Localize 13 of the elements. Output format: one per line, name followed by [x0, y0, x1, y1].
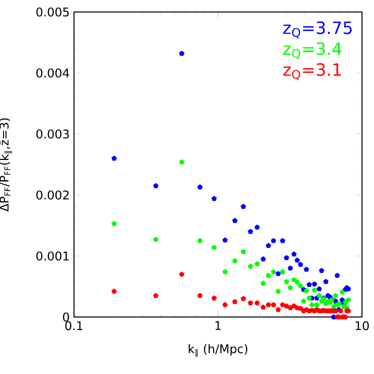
y-tick-label: 0: [62, 312, 70, 322]
x-tick-label: 1: [216, 321, 221, 330]
text: z$_{Q}$=3.4: [283, 42, 342, 60]
text: z$_{Q}$=3.75: [283, 21, 352, 38]
y-tick-label: 0.002: [36, 190, 69, 200]
text: z$_{Q}$=3.1: [283, 63, 341, 80]
x-tick-label: 10: [356, 321, 369, 330]
x-tick-label: 0.1: [65, 321, 82, 330]
y-tick-label: 0.005: [36, 7, 69, 17]
y-tick-label: 0.003: [36, 129, 69, 139]
y-tick-label: 0.004: [36, 68, 70, 78]
y-tick-label: 0.001: [36, 251, 69, 261]
x-axis-title: k$_{∥}$ (h/Mpc): [188, 344, 248, 357]
